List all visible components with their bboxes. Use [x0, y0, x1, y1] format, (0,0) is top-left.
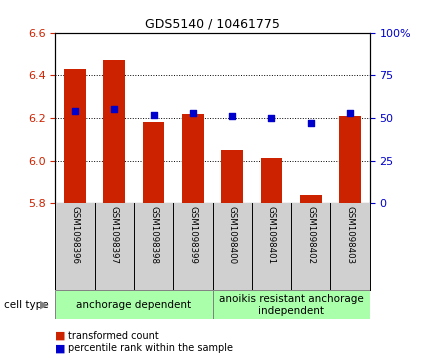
Text: GSM1098400: GSM1098400 — [228, 206, 237, 264]
Text: cell type: cell type — [4, 300, 49, 310]
Point — [307, 120, 314, 126]
Bar — [221, 150, 243, 203]
Text: ■: ■ — [55, 343, 66, 354]
Bar — [300, 195, 322, 203]
Text: GSM1098399: GSM1098399 — [188, 206, 197, 264]
Text: GSM1098396: GSM1098396 — [71, 206, 79, 264]
Bar — [143, 122, 164, 203]
Text: GSM1098403: GSM1098403 — [346, 206, 354, 264]
Bar — [261, 159, 282, 203]
Bar — [212, 290, 370, 319]
Point — [150, 112, 157, 118]
Text: GSM1098398: GSM1098398 — [149, 206, 158, 264]
Point — [190, 110, 196, 116]
Point — [111, 107, 118, 113]
Point — [347, 110, 354, 116]
Text: anchorage dependent: anchorage dependent — [76, 300, 191, 310]
Text: anoikis resistant anchorage
independent: anoikis resistant anchorage independent — [219, 294, 363, 316]
Text: ▶: ▶ — [40, 300, 49, 310]
Text: transformed count: transformed count — [68, 331, 159, 341]
Point — [268, 115, 275, 121]
Text: ■: ■ — [55, 331, 66, 341]
Text: GSM1098402: GSM1098402 — [306, 206, 315, 264]
Bar — [103, 60, 125, 203]
Text: percentile rank within the sample: percentile rank within the sample — [68, 343, 233, 354]
Title: GDS5140 / 10461775: GDS5140 / 10461775 — [145, 17, 280, 30]
Bar — [182, 114, 204, 203]
Text: GSM1098397: GSM1098397 — [110, 206, 119, 264]
Bar — [55, 290, 212, 319]
Point — [229, 113, 235, 119]
Text: GSM1098401: GSM1098401 — [267, 206, 276, 264]
Bar — [339, 116, 361, 203]
Bar — [64, 69, 86, 203]
Point — [71, 108, 78, 114]
